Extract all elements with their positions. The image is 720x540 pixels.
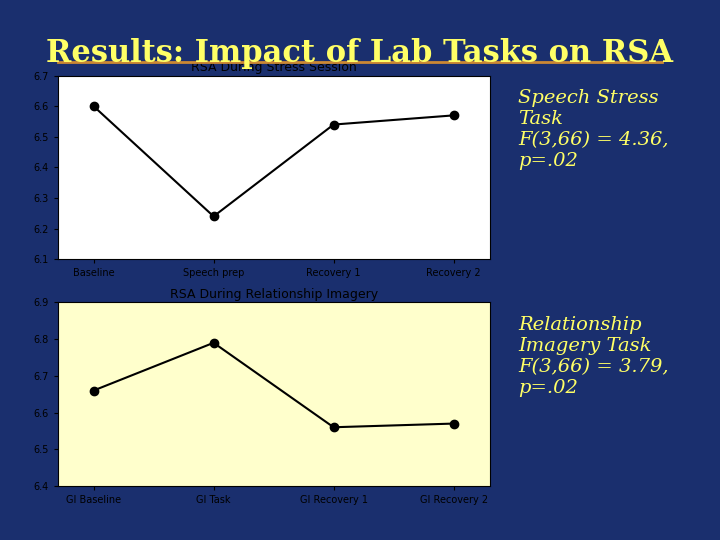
Text: Speech Stress
Task
F(3,66) = 4.36,
p=.02: Speech Stress Task F(3,66) = 4.36, p=.02 [518, 90, 669, 170]
Title: RSA During Relationship Imagery: RSA During Relationship Imagery [169, 288, 378, 301]
Title: RSA During Stress Session: RSA During Stress Session [191, 62, 356, 75]
Text: Relationship
Imagery Task
F(3,66) = 3.79,
p=.02: Relationship Imagery Task F(3,66) = 3.79… [518, 316, 669, 396]
Text: Results: Impact of Lab Tasks on RSA: Results: Impact of Lab Tasks on RSA [47, 38, 673, 69]
